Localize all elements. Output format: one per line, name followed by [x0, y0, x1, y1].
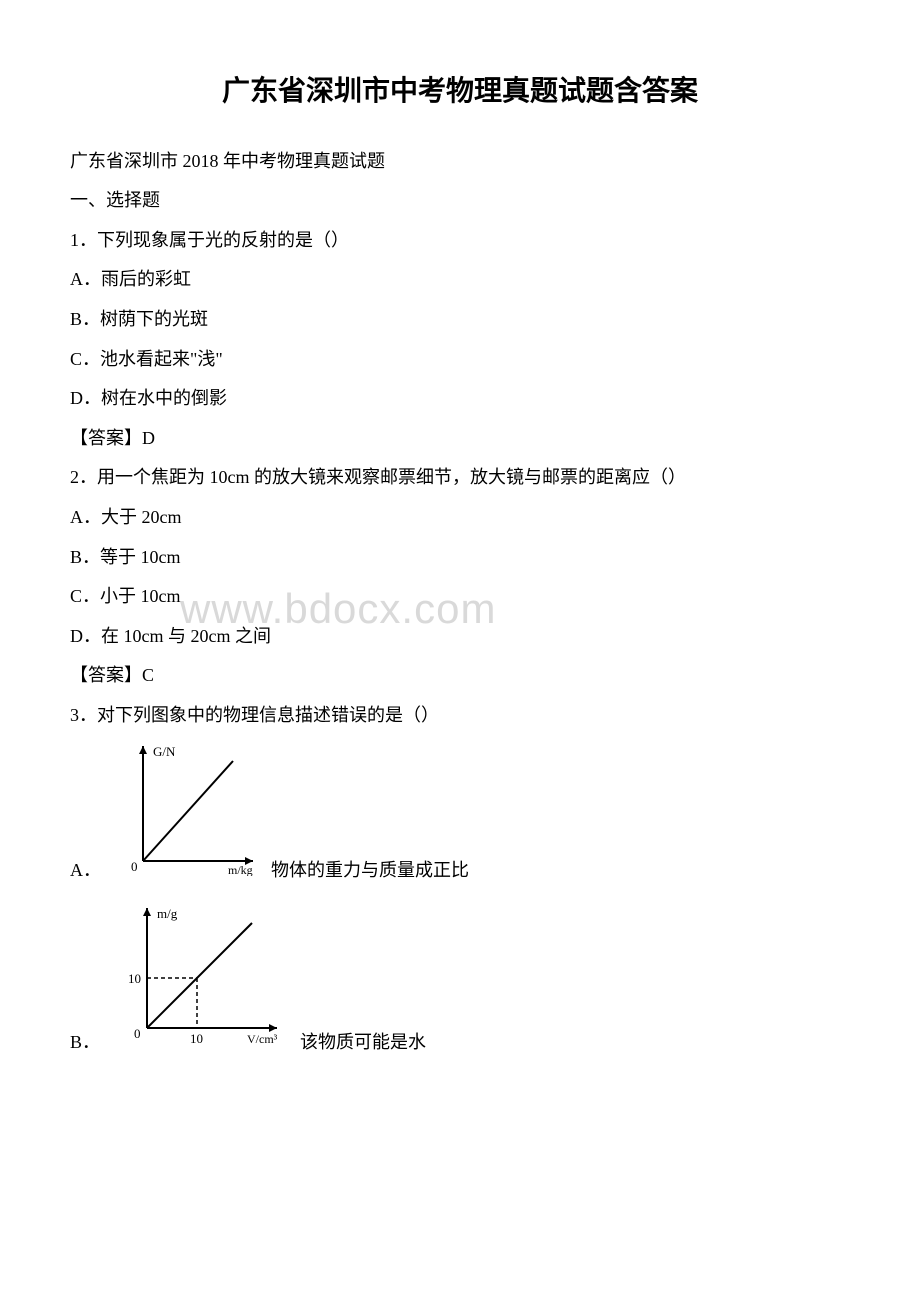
q2-answer: 【答案】C: [70, 656, 850, 696]
graph-b-xlabel: V/cm³: [247, 1032, 278, 1046]
q1-answer: 【答案】D: [70, 419, 850, 459]
page-title: 广东省深圳市中考物理真题试题含答案: [70, 60, 850, 122]
q2-option-c: C．小于 10cm: [70, 577, 850, 617]
q1-option-c: C．池水看起来"浅": [70, 340, 850, 380]
graph-a: G/N m/kg 0: [113, 736, 263, 891]
section-header-1: 一、选择题: [70, 181, 850, 221]
q1-option-d: D．树在水中的倒影: [70, 379, 850, 419]
q1-option-b: B．树荫下的光斑: [70, 300, 850, 340]
q3-option-b-row: B． m/g V/cm³ 0 10 10 该物质可能是水: [70, 898, 850, 1063]
q3-option-a-letter: A．: [70, 851, 101, 891]
q3-stem: 3．对下列图象中的物理信息描述错误的是（）: [70, 696, 850, 736]
graph-b-xtick: 10: [190, 1031, 203, 1046]
graph-a-origin: 0: [131, 859, 138, 874]
graph-a-ylabel: G/N: [153, 744, 176, 759]
q3-option-a-row: A． G/N m/kg 0 物体的重力与质量成正比: [70, 736, 850, 891]
graph-b-ylabel: m/g: [157, 906, 178, 921]
q3-option-a-text: 物体的重力与质量成正比: [271, 851, 469, 891]
graph-b-origin: 0: [134, 1026, 141, 1041]
graph-b: m/g V/cm³ 0 10 10: [112, 898, 292, 1063]
q1-option-a: A．雨后的彩虹: [70, 260, 850, 300]
q2-stem: 2．用一个焦距为 10cm 的放大镜来观察邮票细节，放大镜与邮票的距离应（）: [70, 458, 850, 498]
subtitle: 广东省深圳市 2018 年中考物理真题试题: [70, 142, 850, 182]
q1-stem: 1．下列现象属于光的反射的是（）: [70, 221, 850, 261]
q2-option-b: B．等于 10cm: [70, 538, 850, 578]
q3-option-b-letter: B．: [70, 1023, 100, 1063]
q2-option-d: D．在 10cm 与 20cm 之间: [70, 617, 850, 657]
q2-option-a: A．大于 20cm: [70, 498, 850, 538]
graph-b-ytick: 10: [128, 971, 141, 986]
q3-option-b-text: 该物质可能是水: [300, 1023, 426, 1063]
graph-a-xlabel: m/kg: [228, 863, 253, 876]
